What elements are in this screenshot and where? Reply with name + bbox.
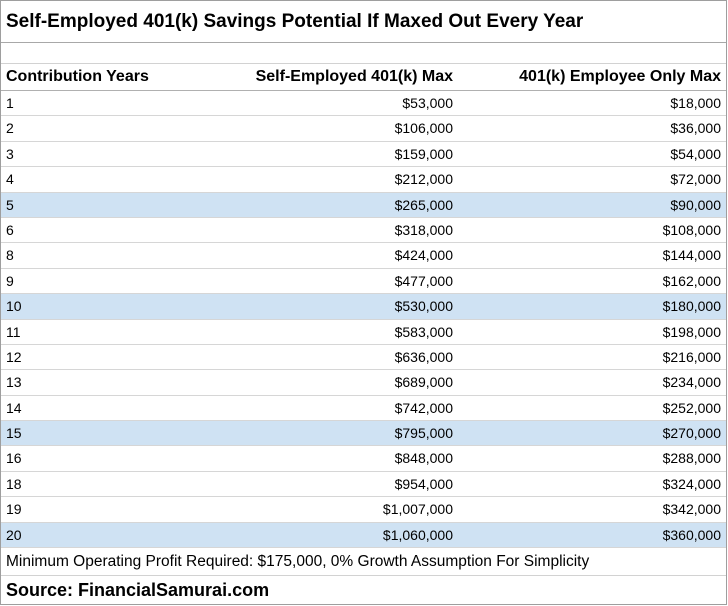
table-row: 15 $795,000 $270,000 [1, 421, 726, 447]
table-row: 4 $212,000 $72,000 [1, 167, 726, 193]
table-row: 5 $265,000 $90,000 [1, 192, 726, 218]
header-contribution-years: Contribution Years [6, 68, 149, 85]
cell-self-employed-max: $848,000 [394, 450, 453, 467]
cell-employee-only-max: $144,000 [662, 247, 721, 264]
blank-row [1, 43, 726, 64]
cell-contribution-year: 8 [6, 247, 14, 264]
column-header-row: Contribution Years Self-Employed 401(k) … [1, 64, 726, 91]
cell-self-employed-max: $424,000 [394, 247, 453, 264]
cell-contribution-year: 2 [6, 120, 14, 137]
cell-self-employed-max: $159,000 [394, 145, 453, 162]
table-row: 14 $742,000 $252,000 [1, 396, 726, 422]
cell-self-employed-max: $954,000 [394, 475, 453, 492]
cell-self-employed-max: $1,060,000 [382, 526, 453, 543]
cell-contribution-year: 13 [6, 374, 22, 391]
cell-self-employed-max: $583,000 [394, 323, 453, 340]
cell-employee-only-max: $90,000 [670, 196, 721, 213]
table-row: 3 $159,000 $54,000 [1, 142, 726, 168]
cell-employee-only-max: $198,000 [662, 323, 721, 340]
cell-employee-only-max: $54,000 [670, 145, 721, 162]
cell-employee-only-max: $72,000 [670, 171, 721, 188]
table-row: 20 $1,060,000 $360,000 [1, 522, 726, 549]
cell-employee-only-max: $162,000 [662, 272, 721, 289]
cell-employee-only-max: $180,000 [662, 298, 721, 315]
cell-self-employed-max: $265,000 [394, 196, 453, 213]
cell-contribution-year: 9 [6, 272, 14, 289]
cell-self-employed-max: $530,000 [394, 298, 453, 315]
table-row: 19 $1,007,000 $342,000 [1, 497, 726, 523]
table-row: 11 $583,000 $198,000 [1, 320, 726, 345]
cell-contribution-year: 16 [6, 450, 22, 467]
cell-self-employed-max: $689,000 [394, 374, 453, 391]
table-row: 18 $954,000 $324,000 [1, 472, 726, 498]
footer-source: Source: FinancialSamurai.com [6, 580, 270, 601]
table-title: Self-Employed 401(k) Savings Potential I… [1, 1, 726, 43]
cell-self-employed-max: $742,000 [394, 399, 453, 416]
cell-contribution-year: 11 [6, 323, 21, 340]
cell-contribution-year: 18 [6, 475, 22, 492]
cell-employee-only-max: $270,000 [662, 425, 721, 442]
cell-employee-only-max: $216,000 [662, 348, 721, 365]
cell-self-employed-max: $477,000 [394, 272, 453, 289]
cell-self-employed-max: $1,007,000 [382, 501, 453, 518]
cell-employee-only-max: $108,000 [662, 221, 721, 238]
cell-employee-only-max: $36,000 [670, 120, 721, 137]
header-self-employed-max: Self-Employed 401(k) Max [255, 68, 453, 85]
cell-contribution-year: 3 [6, 145, 14, 162]
cell-self-employed-max: $795,000 [394, 425, 453, 442]
table-body: 1 $53,000 $18,000 2 $106,000 $36,000 3 $159,000… [1, 91, 726, 549]
footer-note: Minimum Operating Profit Required: $175,… [1, 548, 726, 577]
cell-contribution-year: 6 [6, 221, 14, 238]
cell-contribution-year: 5 [6, 196, 14, 213]
table-row: 16 $848,000 $288,000 [1, 446, 726, 472]
table-row: 9 $477,000 $162,000 [1, 269, 726, 295]
cell-self-employed-max: $106,000 [394, 120, 453, 137]
cell-employee-only-max: $18,000 [670, 95, 721, 111]
cell-contribution-year: 4 [6, 171, 14, 188]
cell-employee-only-max: $324,000 [662, 475, 721, 492]
table-row: 10 $530,000 $180,000 [1, 294, 726, 320]
table-row: 13 $689,000 $234,000 [1, 370, 726, 396]
table-row: 8 $424,000 $144,000 [1, 243, 726, 269]
cell-contribution-year: 10 [6, 298, 22, 315]
cell-contribution-year: 1 [6, 95, 14, 111]
cell-employee-only-max: $234,000 [662, 374, 721, 391]
cell-employee-only-max: $360,000 [662, 526, 721, 543]
table-row: 6 $318,000 $108,000 [1, 218, 726, 244]
cell-contribution-year: 12 [6, 348, 22, 365]
cell-self-employed-max: $636,000 [394, 348, 453, 365]
cell-self-employed-max: $212,000 [394, 171, 453, 188]
cell-employee-only-max: $342,000 [662, 501, 721, 518]
table-row: 1 $53,000 $18,000 [1, 91, 726, 117]
table-row: 2 $106,000 $36,000 [1, 116, 726, 142]
cell-employee-only-max: $252,000 [662, 399, 721, 416]
cell-employee-only-max: $288,000 [662, 450, 721, 467]
cell-contribution-year: 14 [6, 399, 22, 416]
cell-self-employed-max: $53,000 [402, 95, 453, 111]
header-employee-only-max: 401(k) Employee Only Max [519, 68, 721, 85]
cell-contribution-year: 15 [6, 425, 22, 442]
cell-contribution-year: 19 [6, 501, 22, 518]
cell-self-employed-max: $318,000 [394, 221, 453, 238]
table-row: 12 $636,000 $216,000 [1, 345, 726, 371]
cell-contribution-year: 20 [6, 526, 22, 543]
